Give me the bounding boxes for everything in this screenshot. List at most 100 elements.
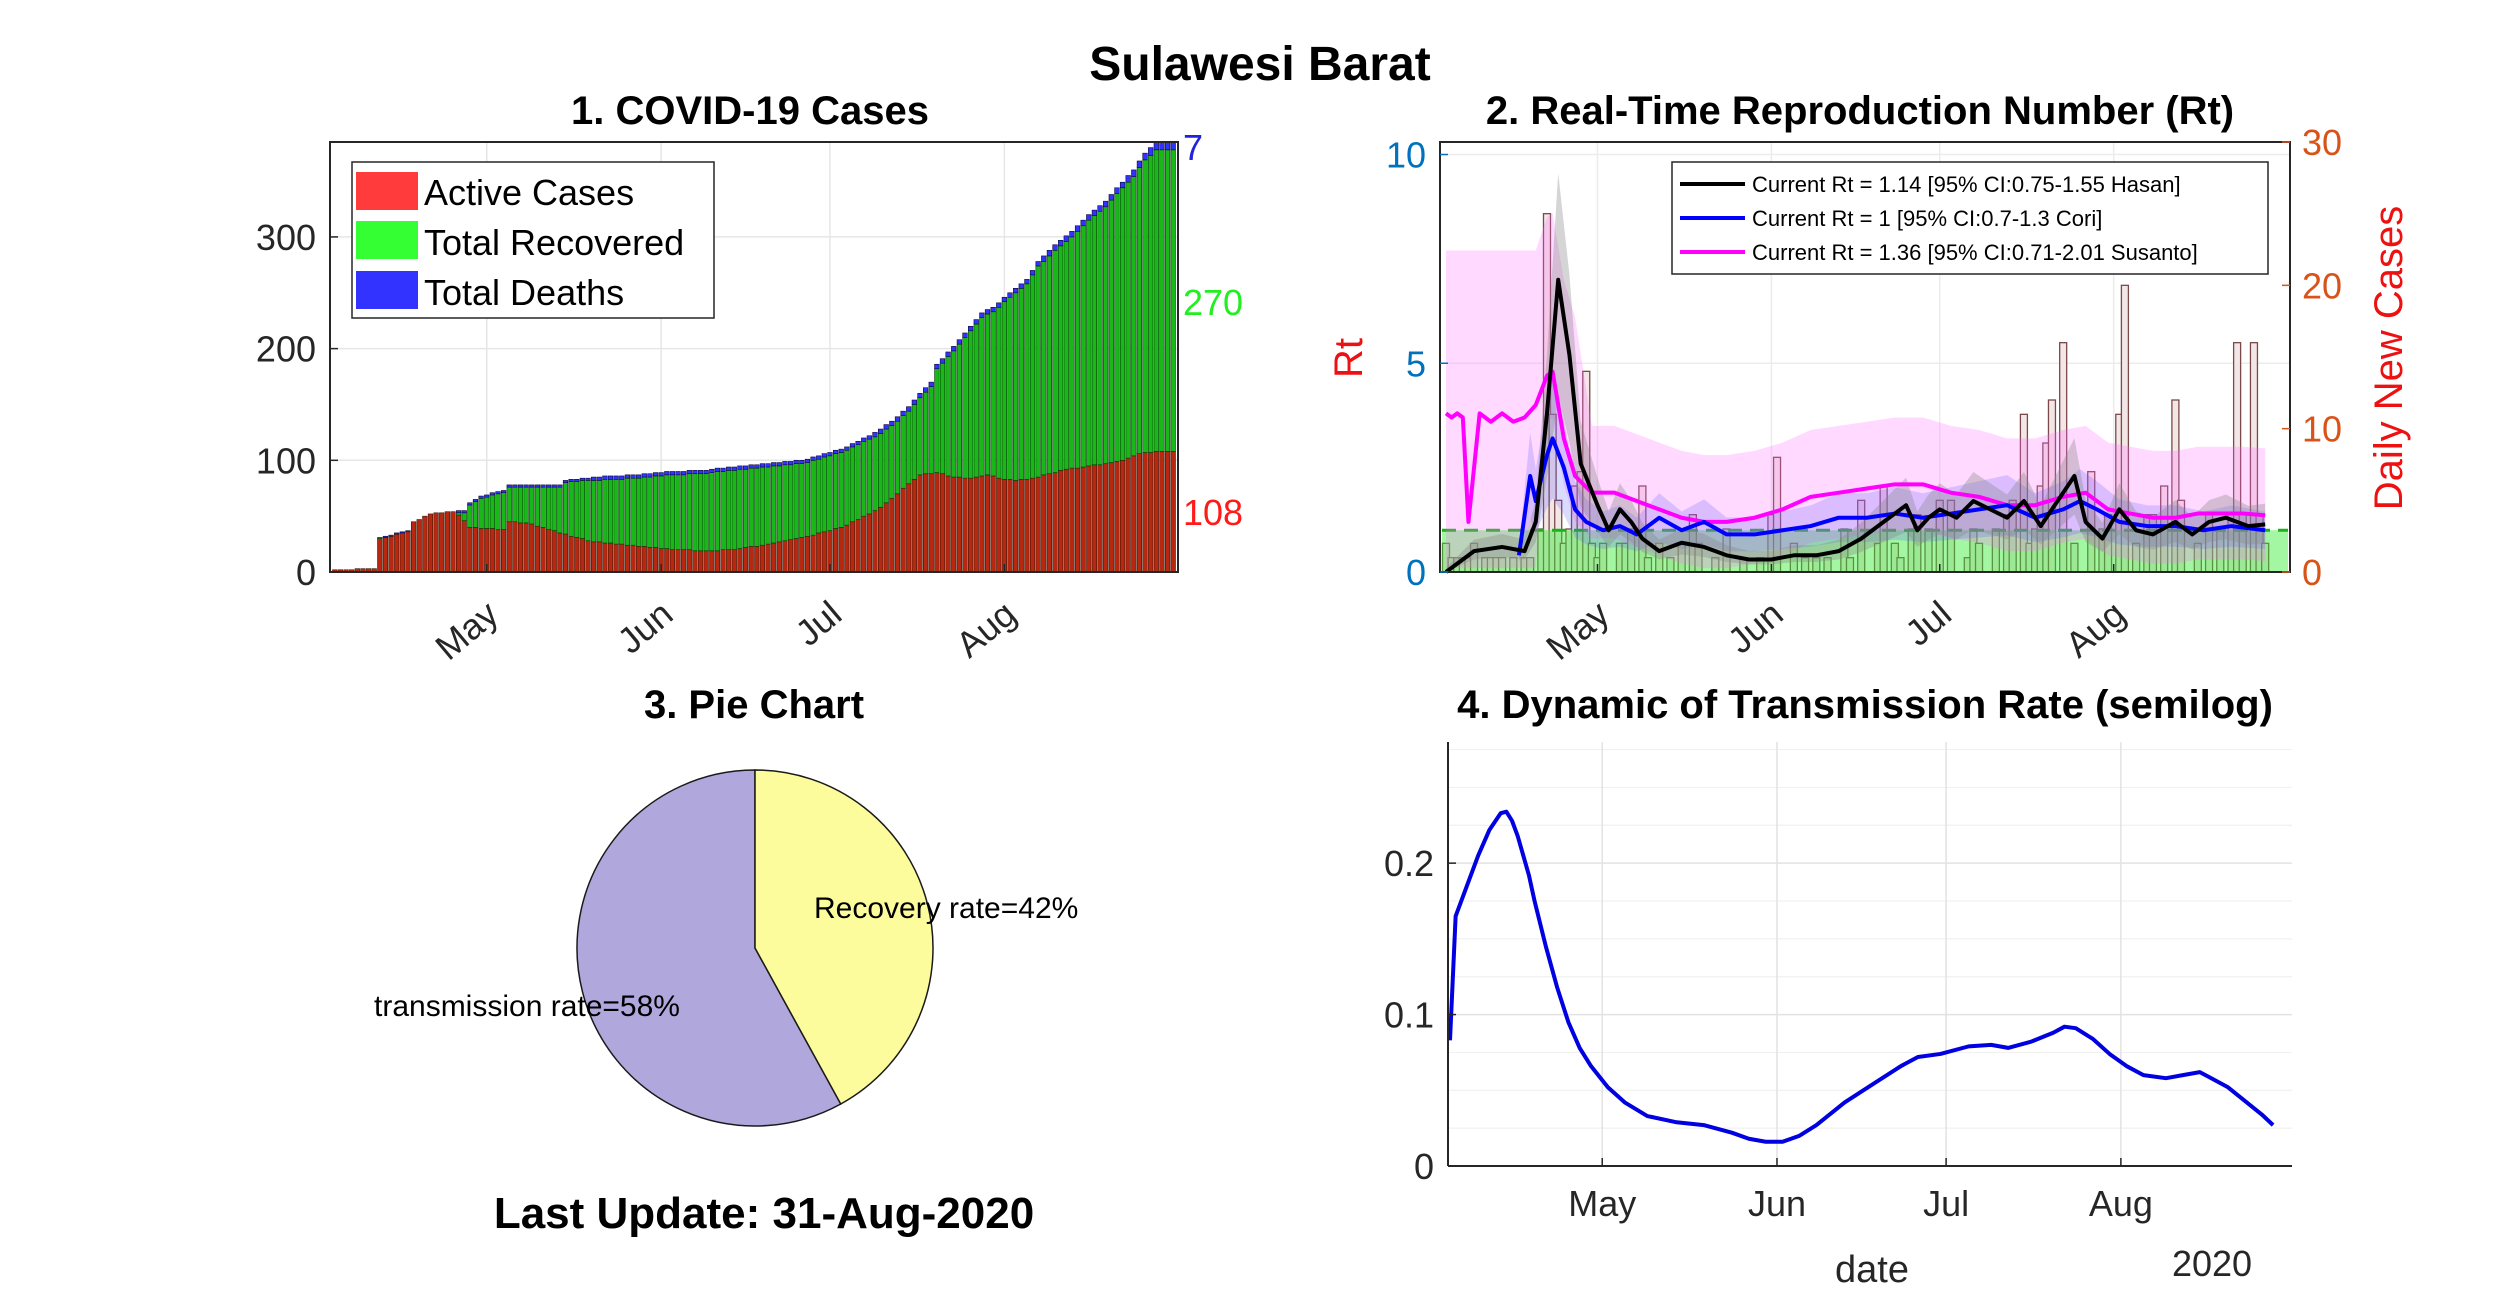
bar-recovered <box>647 476 653 548</box>
bar-deaths <box>1131 169 1137 177</box>
bar-active <box>624 544 631 573</box>
bar-recovered <box>630 477 636 546</box>
bar-active <box>816 532 822 573</box>
bar-active <box>990 475 996 573</box>
bar-deaths <box>613 475 619 480</box>
cori-rt-line <box>1516 436 2266 556</box>
bar-active <box>968 477 974 573</box>
bar-active <box>467 527 473 573</box>
bar-active <box>1142 452 1148 573</box>
bar-active <box>726 549 732 573</box>
trans-xtick-label: May <box>1568 1183 1636 1224</box>
bar-deaths <box>405 530 411 533</box>
bar-active <box>984 474 991 573</box>
bar-deaths <box>1153 141 1159 151</box>
bar-deaths <box>866 435 872 440</box>
bar-active <box>1074 467 1081 573</box>
transmission-year-label: 2020 <box>2172 1243 2252 1284</box>
bar-deaths <box>883 424 889 430</box>
bar-active <box>652 547 659 573</box>
bar-active <box>782 540 788 573</box>
bar-active <box>574 537 580 573</box>
bar-recovered <box>742 468 749 548</box>
bar-recovered <box>714 471 721 552</box>
bar-active <box>439 512 445 573</box>
bar-deaths <box>1007 292 1013 298</box>
bar-active <box>748 546 754 573</box>
bar-active <box>1125 457 1131 573</box>
bar-deaths <box>782 461 788 466</box>
bar-deaths <box>652 472 659 477</box>
bar-recovered <box>771 465 777 544</box>
rt-plot-box <box>1439 141 2291 573</box>
bar-deaths <box>1148 147 1154 156</box>
bar-recovered <box>889 425 895 499</box>
bar-deaths <box>996 302 1002 308</box>
bar-deaths <box>579 477 585 481</box>
bar-recovered <box>1035 265 1041 478</box>
legend-label-active: Active Cases <box>424 172 634 213</box>
trans-xtick-label: Jul <box>1923 1183 1969 1224</box>
bar-deaths <box>923 387 929 393</box>
rt-xtick-label: May <box>1538 593 1616 668</box>
bar-recovered <box>917 397 923 476</box>
bar-deaths <box>568 478 574 482</box>
bar-active <box>923 473 929 573</box>
bar-recovered <box>939 362 946 475</box>
bar-recovered <box>844 449 850 526</box>
bar-active <box>562 533 569 573</box>
bar-deaths <box>945 351 951 357</box>
bar-active <box>714 550 721 573</box>
bar-deaths <box>894 416 901 422</box>
bar-deaths <box>523 484 529 488</box>
bar-recovered <box>1074 231 1081 469</box>
bar-active <box>771 542 777 573</box>
bar-active <box>787 539 794 573</box>
bar-recovered <box>816 458 822 534</box>
bar-deaths <box>917 392 923 399</box>
cases-xtick-label: Jul <box>787 593 849 654</box>
bar-recovered <box>748 467 754 547</box>
bar-active <box>754 546 760 573</box>
bar-recovered <box>574 481 580 538</box>
bar-active <box>737 548 743 573</box>
bar-deaths <box>1029 270 1036 276</box>
bar-deaths <box>900 410 906 416</box>
bar-active <box>861 515 867 573</box>
bar-recovered <box>1063 241 1069 470</box>
bar-active <box>517 522 524 573</box>
bar-active <box>973 476 979 573</box>
bar-active <box>664 548 670 573</box>
legend-label-deaths: Total Deaths <box>424 272 624 313</box>
bar-active <box>669 549 676 573</box>
bar-deaths <box>489 492 495 496</box>
rt-chart-title: 2. Real-Time Reproduction Number (Rt) <box>1486 89 2234 133</box>
bar-active <box>1119 460 1126 573</box>
bar-active <box>703 550 709 573</box>
bar-recovered <box>1159 149 1165 452</box>
bar-deaths <box>793 460 799 464</box>
bar-deaths <box>1013 288 1019 294</box>
cases-xtick-label: Jun <box>609 593 680 662</box>
bar-active <box>765 543 771 573</box>
bar-deaths <box>1018 283 1024 289</box>
bar-recovered <box>793 463 799 539</box>
legend-swatch-deaths <box>356 271 418 309</box>
bar-recovered <box>641 476 647 547</box>
bar-active <box>647 547 653 573</box>
bar-active <box>1164 451 1171 573</box>
bar-active <box>675 549 681 573</box>
bar-deaths <box>928 381 934 387</box>
bar-deaths <box>388 534 394 537</box>
bar-deaths <box>877 428 884 434</box>
bar-active <box>776 541 782 573</box>
bar-recovered <box>720 471 726 550</box>
bar-recovered <box>1125 181 1131 459</box>
bar-recovered <box>827 455 833 531</box>
bar-recovered <box>484 496 490 529</box>
bar-recovered <box>534 486 540 527</box>
bar-active <box>529 523 535 573</box>
bar-active <box>838 527 844 573</box>
bar-active <box>579 538 585 573</box>
bar-recovered <box>703 473 709 552</box>
